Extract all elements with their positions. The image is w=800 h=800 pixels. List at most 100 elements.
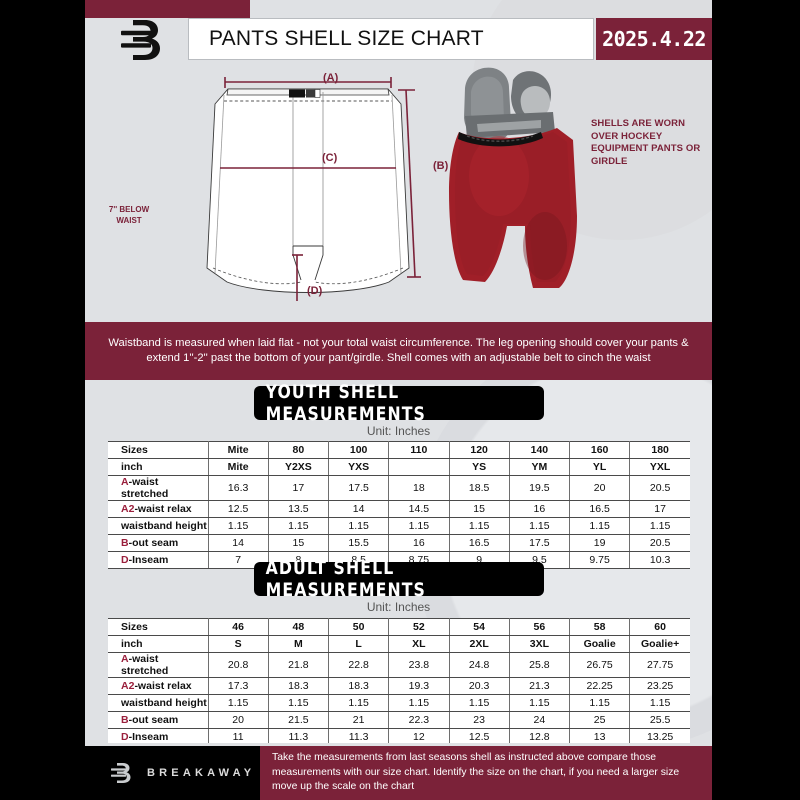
row-label: waistband height — [108, 517, 209, 535]
table-cell: 58 — [568, 618, 631, 636]
row-label: A-waist stretched — [108, 652, 209, 678]
table-cell: 18.3 — [327, 677, 390, 695]
table-cell: 25.5 — [629, 711, 690, 729]
measurement-key: B — [121, 537, 129, 549]
dimension-label-b: (B) — [433, 160, 449, 172]
row-label: A2-waist relax — [108, 677, 209, 695]
row-label: A2-waist relax — [108, 500, 209, 518]
measurement-key: A2 — [121, 680, 135, 692]
table-cell: 160 — [568, 441, 631, 459]
table-cell: 20 — [568, 475, 631, 501]
table-cell: 9.75 — [568, 551, 631, 569]
table-cell: 15 — [448, 500, 510, 518]
table-cell: 23 — [448, 711, 510, 729]
table-cell: 17.5 — [327, 475, 390, 501]
illustration-area: (A) (B) (C) (D) 7'' BELOW WAIST — [85, 60, 712, 322]
table-cell: 20.3 — [448, 677, 510, 695]
table-cell: 48 — [267, 618, 330, 636]
footer-instructions-area: Take the measurements from last seasons … — [260, 746, 712, 800]
table-cell: 26.75 — [568, 652, 631, 678]
youth-size-table: Sizes Mite 80 100 110 120 140 160 180 inch Mite Y2X… — [108, 441, 690, 569]
table-cell: 18 — [388, 475, 450, 501]
row-label: B-out seam — [108, 534, 209, 552]
header-bar: PANTS SHELL SIZE CHART 2025.4.22 — [85, 18, 712, 60]
table-cell: 12.5 — [207, 500, 269, 518]
youth-table-body: Sizes Mite 80 100 110 120 140 160 180 inch Mite Y2X… — [108, 441, 690, 569]
table-cell: 14.5 — [388, 500, 450, 518]
table-cell: 19.3 — [388, 677, 450, 695]
shorts-technical-drawing — [206, 77, 421, 301]
table-cell: Mite — [207, 458, 269, 476]
table-row: A-waist stretched 20.8 21.8 22.8 23.8 24.8 25.… — [108, 652, 690, 678]
table-cell: 80 — [267, 441, 330, 459]
table-cell: 18.3 — [267, 677, 330, 695]
table-cell: YL — [568, 458, 631, 476]
table-row: Sizes 46 48 50 52 54 56 58 60 — [108, 618, 690, 636]
table-cell: 50 — [327, 618, 390, 636]
table-cell: 20 — [207, 711, 269, 729]
table-cell: 56 — [508, 618, 571, 636]
row-label: D-Inseam — [108, 551, 209, 569]
table-cell: 16.5 — [568, 500, 631, 518]
dimension-label-d: (D) — [307, 285, 323, 297]
table-cell: 17.5 — [508, 534, 571, 552]
content-panel: PANTS SHELL SIZE CHART 2025.4.22 — [85, 0, 712, 800]
table-row: A2-waist relax 12.5 13.5 14 14.5 15 16 16.5 17 — [108, 500, 690, 518]
measurement-key: A2 — [121, 503, 135, 515]
measurement-key: D — [121, 554, 129, 566]
page-title: PANTS SHELL SIZE CHART — [209, 27, 484, 50]
table-cell: 15 — [267, 534, 330, 552]
table-cell: 16.5 — [448, 534, 510, 552]
table-cell: 18.5 — [448, 475, 510, 501]
table-cell: 120 — [448, 441, 510, 459]
table-cell: 16 — [508, 500, 571, 518]
table-cell: 21.3 — [508, 677, 571, 695]
table-cell: 21.8 — [267, 652, 330, 678]
table-cell: 24 — [508, 711, 571, 729]
adult-table-body: Sizes 46 48 50 52 54 56 58 60 inch S M L XL 2XL 3XL Goal… — [108, 618, 690, 746]
banner-text: Waistband is measured when laid flat - n… — [108, 336, 689, 365]
below-waist-note: 7'' BELOW WAIST — [108, 205, 150, 225]
adult-unit-label: Unit: Inches — [366, 600, 431, 614]
table-row: waistband height 1.15 1.15 1.15 1.15 1.15 1.15… — [108, 517, 690, 535]
table-cell: 21.5 — [267, 711, 330, 729]
table-cell: YXL — [629, 458, 690, 476]
table-cell: 20.5 — [629, 475, 690, 501]
row-label: A-waist stretched — [108, 475, 209, 501]
dimension-label-c: (C) — [322, 152, 338, 164]
table-cell: 1.15 — [629, 517, 690, 535]
date-text: 2025.4.22 — [602, 27, 706, 51]
dimension-label-a: (A) — [323, 72, 339, 84]
table-cell: 24.8 — [448, 652, 510, 678]
breakaway-b-logo-icon — [111, 763, 131, 783]
adult-section-heading: ADULT SHELL MEASUREMENTS — [253, 557, 544, 601]
table-cell: 27.75 — [629, 652, 690, 678]
table-cell: 1.15 — [388, 694, 450, 712]
table-cell: 1.15 — [508, 517, 571, 535]
table-cell: 25.8 — [508, 652, 571, 678]
table-cell: 25 — [568, 711, 631, 729]
footer: BREAKAWAY Take the measurements from las… — [85, 743, 712, 800]
table-cell: Mite — [207, 441, 269, 459]
table-row: A-waist stretched 16.3 17 17.5 18 18.5 19.5 20 2… — [108, 475, 690, 501]
table-cell: 1.15 — [388, 517, 450, 535]
measurement-key: A — [121, 653, 129, 665]
table-cell: 19 — [568, 534, 631, 552]
row-label: D-Inseam — [108, 728, 209, 746]
table-cell: 19.5 — [508, 475, 571, 501]
table-cell: 21 — [327, 711, 390, 729]
table-cell: 14 — [207, 534, 269, 552]
table-cell: 15.5 — [327, 534, 390, 552]
youth-heading-text: YOUTH SHELL MEASUREMENTS — [265, 381, 426, 425]
table-cell: 22.25 — [568, 677, 631, 695]
table-cell: 60 — [629, 618, 690, 636]
table-cell: 46 — [207, 618, 269, 636]
measurement-key: A — [121, 476, 129, 488]
table-cell: 10.3 — [629, 551, 690, 569]
row-label: Sizes — [108, 441, 209, 459]
table-cell: 11.3 — [267, 728, 330, 746]
table-cell: XL — [388, 635, 450, 653]
measurement-key: B — [121, 714, 129, 726]
row-label: inch — [108, 635, 209, 653]
